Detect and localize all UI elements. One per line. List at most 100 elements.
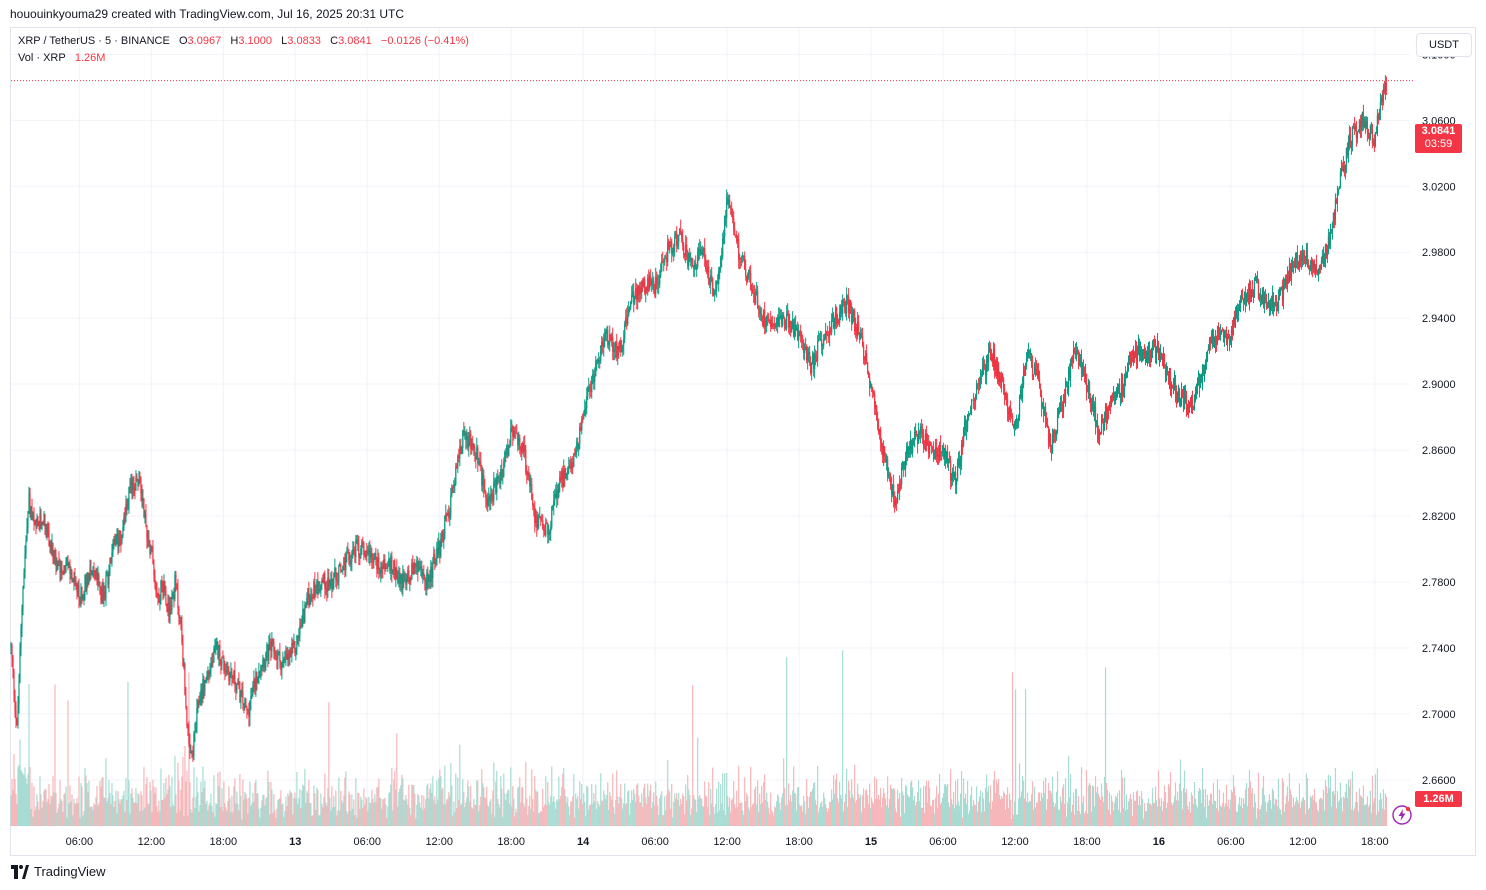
candle-body — [584, 409, 586, 415]
volume-bar — [983, 811, 986, 826]
volume-bar — [598, 803, 600, 826]
volume-bar — [621, 798, 623, 826]
candle-body — [1119, 396, 1122, 398]
volume-bar — [1275, 799, 1278, 826]
candle-body — [699, 248, 701, 255]
volume-bar — [735, 808, 737, 826]
volume-bar — [1257, 772, 1260, 826]
candle-body — [1304, 263, 1307, 265]
tradingview-logo[interactable]: TradingView — [10, 864, 106, 879]
candle-body — [115, 536, 117, 546]
candle-body — [1296, 253, 1299, 262]
volume-bar — [407, 804, 409, 826]
candle-body — [746, 276, 748, 283]
volume-bar — [1206, 794, 1209, 826]
candle-body — [942, 445, 945, 458]
volume-bar — [969, 795, 972, 826]
candle-body — [1148, 350, 1151, 358]
candle-body — [89, 568, 91, 574]
candle-body — [1209, 338, 1212, 344]
volume-bar — [1090, 811, 1093, 826]
volume-bar — [412, 784, 414, 826]
volume-bar — [394, 771, 396, 826]
lightning-icon[interactable] — [1392, 805, 1412, 825]
candle-body — [641, 281, 643, 294]
candle-body — [502, 476, 504, 478]
volume-bar — [1068, 796, 1071, 826]
candle-body — [564, 469, 566, 479]
candle-body — [640, 287, 642, 294]
candle-body — [1054, 433, 1057, 437]
currency-button[interactable]: USDT — [1416, 33, 1472, 57]
candle-body — [914, 432, 916, 441]
volume-bar — [736, 790, 738, 826]
volume-bar — [1211, 803, 1214, 826]
volume-bar — [869, 783, 871, 826]
candle-body — [817, 341, 819, 361]
candle-body — [670, 241, 672, 243]
volume-bar — [1013, 801, 1016, 826]
volume-bar — [1301, 798, 1304, 826]
candle-body — [873, 392, 875, 394]
candle-body — [121, 535, 123, 543]
volume-bar — [200, 781, 202, 826]
volume-bar — [427, 783, 429, 826]
candle-body — [1165, 371, 1168, 375]
candle-body — [478, 460, 480, 465]
volume-bar — [1309, 796, 1312, 826]
volume-bar — [477, 780, 479, 826]
candle-body — [530, 484, 532, 487]
volume-bar — [159, 811, 161, 826]
volume-bar — [1097, 794, 1100, 826]
volume-bar — [1293, 805, 1296, 826]
volume-bar — [256, 793, 258, 826]
candle-body — [42, 521, 44, 525]
volume-bar — [384, 797, 386, 826]
candle-body — [1038, 378, 1041, 389]
x-axis[interactable]: 06:00 12:00 18:00 13 06:00 12:00 18:00 14 06:00 1… — [66, 836, 1389, 848]
volume-bar — [1304, 813, 1307, 826]
volume-bar — [962, 778, 965, 826]
candle-body — [1331, 223, 1334, 232]
candle-body — [1058, 408, 1061, 413]
volume-bar — [665, 810, 667, 826]
candle-body — [385, 567, 387, 570]
volume-bar — [1239, 805, 1242, 826]
volume-bar — [1240, 798, 1243, 826]
volume-bar — [1295, 797, 1298, 826]
volume-bar — [816, 805, 818, 826]
candle-body — [1196, 384, 1199, 386]
candle-body — [772, 323, 774, 326]
volume-bar — [301, 790, 303, 826]
y-axis[interactable]: 3.10003.06003.02002.98002.94002.90002.86… — [1422, 49, 1456, 786]
candle-body — [480, 461, 482, 466]
volume-bar — [883, 788, 885, 826]
candle-body — [241, 690, 243, 692]
volume-bar — [874, 776, 876, 826]
candle-body — [883, 446, 885, 457]
candle-body — [1063, 396, 1066, 404]
candle-body — [673, 247, 675, 253]
candle-body — [1312, 262, 1315, 269]
candle-body — [856, 327, 858, 337]
candle-body — [898, 490, 900, 492]
candle-body — [255, 671, 257, 690]
candle-body — [1174, 379, 1177, 395]
volume-bar — [986, 791, 989, 826]
candle-body — [712, 278, 714, 296]
volume-bar — [876, 778, 878, 826]
candle-body — [513, 431, 515, 437]
candle-body — [373, 558, 375, 563]
candle-body — [387, 565, 389, 568]
volume-bar — [702, 805, 704, 826]
symbol-name[interactable]: XRP / TetherUS · 5 · BINANCE — [18, 35, 170, 47]
volume-bar — [339, 810, 341, 826]
chart-frame[interactable] — [10, 27, 1476, 856]
candle-body — [424, 579, 426, 581]
volume-bar — [1116, 792, 1119, 826]
volume-bar — [1064, 778, 1067, 826]
volume-bar — [886, 805, 888, 826]
volume-bar — [861, 812, 863, 826]
volume-label[interactable]: Vol · XRP — [18, 52, 66, 64]
